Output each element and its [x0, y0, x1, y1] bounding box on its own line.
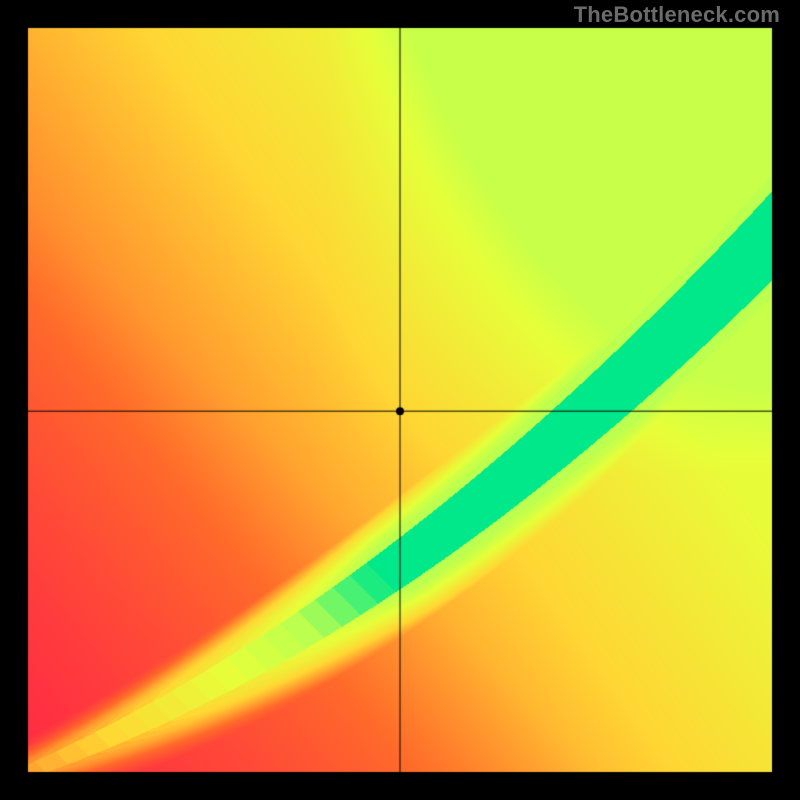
heatmap-canvas [0, 0, 800, 800]
watermark-text: TheBottleneck.com [574, 2, 780, 28]
chart-container: TheBottleneck.com [0, 0, 800, 800]
